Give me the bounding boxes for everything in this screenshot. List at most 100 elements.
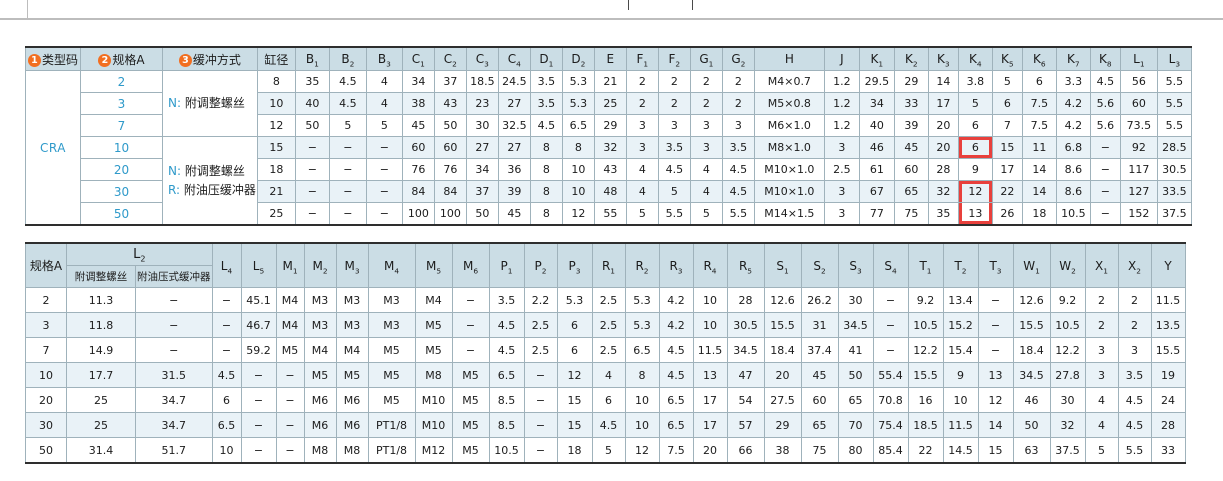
table-cell: M4 <box>414 287 453 313</box>
bore-cell: 12 <box>256 114 296 137</box>
column-header: K2 <box>893 46 929 71</box>
table-cell: 3.5 <box>529 70 563 93</box>
table-cell: 5.6 <box>1089 114 1121 137</box>
table-cell: 5 <box>365 114 403 137</box>
table-cell: − <box>211 287 242 313</box>
table-cell: 10.5 <box>488 437 525 464</box>
table-cell: 5.5 <box>1156 70 1192 93</box>
table-cell: 12 <box>624 437 660 464</box>
table-cell: 2 <box>625 70 659 93</box>
table-row: 30 25 34.7 6.5− − M6 M6 PT1/8 M10 M5 8.5−15 4.5 10 6.… <box>25 412 1186 438</box>
table-cell: 38 <box>401 92 435 115</box>
table-cell: − <box>1089 180 1121 203</box>
table-cell: 17 <box>927 92 959 115</box>
table-cell: 5.6 <box>1089 92 1121 115</box>
table-cell: 4.5 <box>1089 70 1121 93</box>
column-header: K1 <box>858 46 895 71</box>
table-cell: 8 <box>529 136 563 159</box>
bore-cell: 8 <box>256 70 296 93</box>
table-cell: 4 <box>1084 387 1119 413</box>
table-cell: 11.8 <box>66 312 136 338</box>
table-cell: M5 <box>414 312 453 338</box>
table-cell: 4 <box>365 70 403 93</box>
table-cell: 4.2 <box>1055 114 1091 137</box>
table-cell: − <box>328 180 367 203</box>
table-cell: 73.5 <box>1119 114 1158 137</box>
table-cell: M5 <box>367 387 416 413</box>
table-cell: 13 <box>977 362 1014 388</box>
column-header: M4 <box>367 242 416 288</box>
table-cell: 25 <box>66 412 136 438</box>
table-cell: PT1/8 <box>367 412 416 438</box>
column-header: W1 <box>1012 242 1051 288</box>
table-cell: 18 <box>556 437 593 464</box>
table-cell: 13.4 <box>942 287 979 313</box>
table-cell: 85.4 <box>872 437 909 464</box>
table-cell: M8 <box>303 437 337 464</box>
table-cell: 8.6 <box>1055 180 1091 203</box>
column-header: X1 <box>1084 242 1119 288</box>
table-cell: − <box>240 362 277 388</box>
table-cell: 2.5 <box>523 312 558 338</box>
table-cell: 5.5 <box>1156 114 1192 137</box>
table-cell: 5.5 <box>657 202 691 226</box>
table-cell: 33 <box>1150 437 1186 464</box>
table-cell: 10.5 <box>907 312 944 338</box>
table-cell: 7.5 <box>658 437 694 464</box>
table-cell: 3 <box>1084 362 1119 388</box>
table-cell: 50 <box>837 362 874 388</box>
table-cell: 10 <box>624 412 660 438</box>
table-cell: − <box>977 312 1014 338</box>
table-cell: − <box>872 337 909 363</box>
table-cell: 3 <box>689 136 723 159</box>
table-cell: 15.5 <box>907 362 944 388</box>
table-cell: M3 <box>335 312 369 338</box>
table-cell: M6 <box>303 412 337 438</box>
bore-cell: 18 <box>256 158 296 181</box>
table-cell: M8 <box>414 362 453 388</box>
table-cell: 34 <box>465 158 499 181</box>
table-cell: − <box>328 136 367 159</box>
column-header: P1 <box>488 242 525 288</box>
table-cell: 27 <box>497 136 531 159</box>
table-cell: M4 <box>303 337 337 363</box>
table-cell: 26.2 <box>800 287 839 313</box>
table-row: 7 14.9− −59.2 M5 M4 M4 M5 M5−4.5 2.5 6 2.5 6.5 4.5 11… <box>25 337 1186 363</box>
column-header: L1 <box>1119 46 1158 71</box>
spec-cell: 20 <box>25 387 67 413</box>
table-cell: − <box>294 158 330 181</box>
bore-cell: 21 <box>256 180 296 203</box>
table-cell: 2 <box>1084 287 1119 313</box>
table-cell: 2.5 <box>591 287 626 313</box>
table-cell: 4.5 <box>657 158 691 181</box>
column-header: S1 <box>763 242 802 288</box>
table-cell: 100 <box>433 202 467 226</box>
table-cell: 45 <box>893 136 929 159</box>
column-header: G2 <box>721 46 755 71</box>
table-cell: 47 <box>726 362 765 388</box>
table-row: 3 11.8− −46.7 M4 M3 M3 M3 M5−4.5 2.5 6 2.5 5.3 4.2 10… <box>25 312 1186 338</box>
table-cell: 43 <box>593 158 627 181</box>
sub-header-row: 附调整螺丝 附油压式缓冲器 <box>26 265 1186 288</box>
table-cell: 20 <box>927 114 959 137</box>
spec-cell: 30 <box>80 180 163 203</box>
table-cell: 39 <box>497 180 531 203</box>
table-cell: 31 <box>800 312 839 338</box>
buffer-method-cell: N: 附调整螺丝 R: 附油压缓冲器 <box>162 136 258 226</box>
table-cell: 28 <box>1150 412 1186 438</box>
table-cell: 10 <box>624 387 660 413</box>
table-cell: 15.4 <box>942 337 979 363</box>
table-cell: 31.5 <box>135 362 213 388</box>
table-cell: 9 <box>957 158 993 181</box>
column-header: K7 <box>1055 46 1091 71</box>
table-cell: 45 <box>497 202 531 226</box>
table-cell: 6.5 <box>624 337 660 363</box>
table-cell: 10 <box>211 437 242 464</box>
table-cell: − <box>135 287 213 313</box>
table-cell: 28.5 <box>1156 136 1192 159</box>
table-cell: 40 <box>858 114 895 137</box>
table-cell: 3.5 <box>657 136 691 159</box>
highlighted-cell: 12 <box>957 180 993 203</box>
column-header: M6 <box>451 242 490 288</box>
